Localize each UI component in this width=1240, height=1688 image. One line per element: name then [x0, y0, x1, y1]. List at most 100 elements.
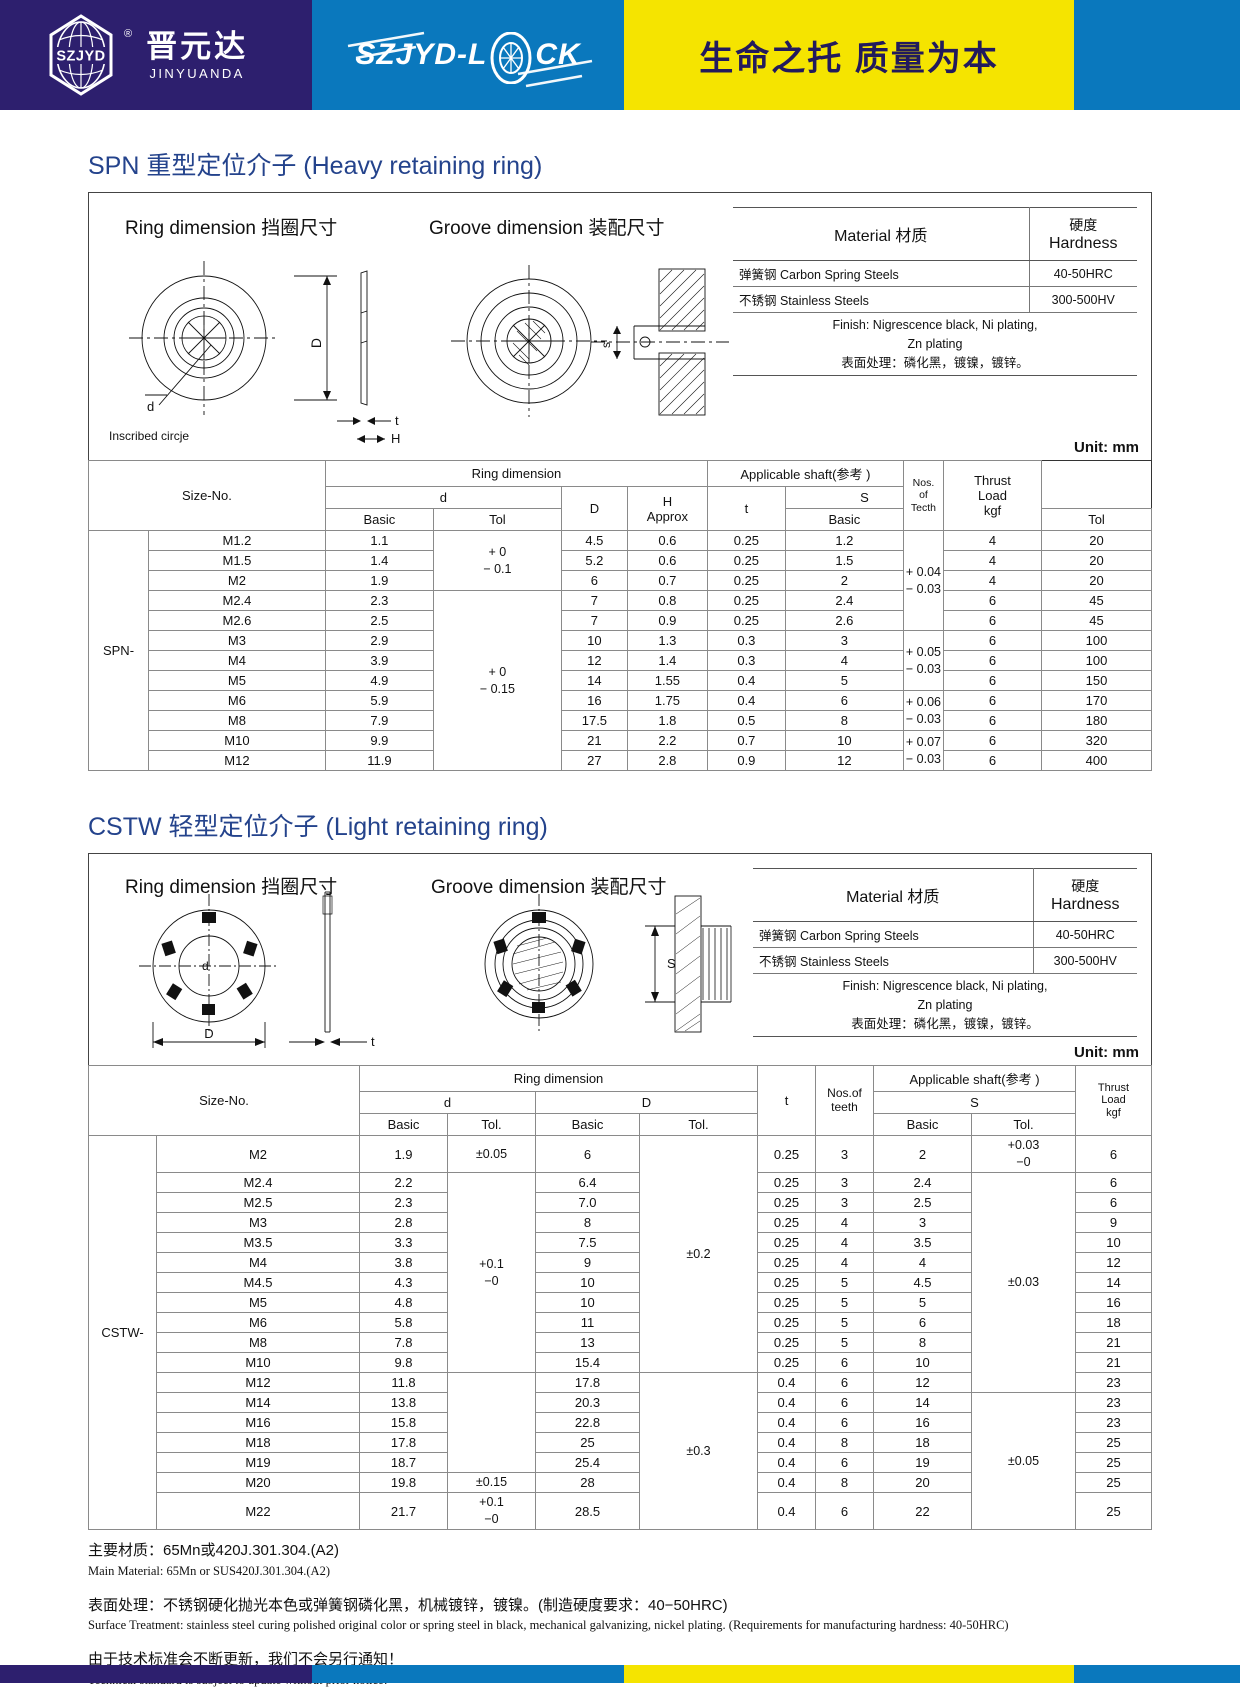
spn-d-basic-cell: 1.9	[324, 570, 434, 591]
spn-d-basic-cell: 7.9	[324, 710, 434, 731]
spn-teeth-cell: 4	[943, 570, 1042, 591]
cstw-D-basic-cell: 17.8	[535, 1372, 640, 1393]
spn-d-basic-cell: 3.9	[324, 650, 434, 671]
spn-teeth-cell: 6	[943, 750, 1042, 771]
cstw-teeth-cell: 6	[815, 1392, 874, 1413]
footer-blue-tail	[1074, 1665, 1240, 1683]
spn-size-cell: M6	[148, 690, 326, 711]
cstw-size-cell: M4.5	[156, 1272, 360, 1293]
spn-H-cell: 0.7	[626, 570, 708, 591]
cstw-d-basic-cell: 3.8	[359, 1252, 448, 1273]
spn-s-basic-cell: 2.6	[784, 610, 904, 631]
cstw-d-basic-cell: 15.8	[359, 1412, 448, 1433]
cstw-size-cell: M2	[156, 1135, 360, 1173]
spn-table-row: M1.5 1.4 5.2 0.6 0.25 1.5 4 20	[89, 550, 1152, 571]
spn-teeth-cell: 4	[943, 530, 1042, 551]
spn-material-row: 弹簧钢 Carbon Spring Steels 40-50HRC	[733, 260, 1137, 287]
spn-d-basic-cell: 1.1	[324, 530, 434, 551]
spn-table-row: M6 5.9 16 1.75 0.4 6 + 0.06− 0.03 6 170	[89, 690, 1152, 731]
cstw-s-basic-cell: 18	[873, 1432, 972, 1453]
spn-t-cell: 0.4	[706, 670, 786, 691]
cstw-D-basic-cell: 22.8	[535, 1412, 640, 1433]
spn-table-row: M3 2.9 10 1.3 0.3 3 + 0.05− 0.03 6 100	[89, 630, 1152, 691]
cstw-th-d-basic: Basic	[359, 1113, 448, 1136]
cstw-thrust-cell: 6	[1075, 1172, 1152, 1193]
cstw-d-tol-cell: +0.1 −0	[447, 1492, 536, 1530]
spn-H-cell: 1.8	[626, 710, 708, 731]
cstw-D-tol-cell: ±0.3	[639, 1372, 758, 1530]
note-material-en: Main Material: 65Mn or SUS420J.301.304.(…	[88, 1563, 330, 1578]
cstw-t-cell: 0.25	[757, 1292, 816, 1313]
spn-teeth-cell: 4	[943, 550, 1042, 571]
spn-s-basic-cell: 8	[784, 710, 904, 731]
spn-teeth-cell: 6	[943, 590, 1042, 611]
cstw-material-name-1: 不锈钢 Stainless Steels	[753, 947, 1033, 974]
cstw-diagram-box: Ring dimension 挡圈尺寸 Groove dimension 装配尺…	[88, 853, 1152, 1065]
cstw-thrust-cell: 25	[1075, 1492, 1152, 1530]
cstw-D-basic-cell: 6	[535, 1135, 640, 1173]
lock-text-right: CK	[535, 38, 581, 71]
cstw-size-cell: M20	[156, 1472, 360, 1493]
cstw-thrust-cell: 10	[1075, 1232, 1152, 1253]
cstw-D-basic-cell: 9	[535, 1252, 640, 1273]
cstw-unit-label: Unit: mm	[1074, 1044, 1139, 1061]
cstw-t-cell: 0.25	[757, 1212, 816, 1233]
cstw-thrust-cell: 23	[1075, 1412, 1152, 1433]
cstw-d-tol-cell	[447, 1372, 536, 1473]
spn-finish-en-2: Zn plating	[907, 336, 963, 351]
spn-th-s-tol: Tol	[1041, 508, 1152, 531]
spn-D-cell: 16	[560, 690, 628, 711]
note-surface-en: Surface Treatment: stainless steel curin…	[88, 1618, 1009, 1632]
cstw-t-cell: 0.25	[757, 1192, 816, 1213]
cstw-D-basic-cell: 10	[535, 1292, 640, 1313]
svg-text:t: t	[395, 413, 399, 428]
spn-material-table: Material 材质 硬度 Hardness 弹簧钢 Carbon Sprin…	[733, 207, 1137, 377]
cstw-hardness-header-en: Hardness	[1051, 896, 1120, 913]
cstw-thrust-cell: 18	[1075, 1312, 1152, 1333]
spn-D-cell: 17.5	[560, 710, 628, 731]
spn-t-cell: 0.3	[706, 650, 786, 671]
cstw-t-cell: 0.25	[757, 1272, 816, 1293]
cstw-groove-dimension-label: Groove dimension 装配尺寸	[431, 877, 667, 898]
cstw-D-basic-cell: 13	[535, 1332, 640, 1353]
spn-th-thrust-load: Thrust Load kgf	[943, 460, 1042, 531]
cstw-th-D-tol: Tol.	[639, 1113, 758, 1136]
cstw-teeth-cell: 5	[815, 1312, 874, 1333]
spn-D-cell: 14	[560, 670, 628, 691]
spn-th-d-basic: Basic	[324, 508, 434, 531]
spn-s-tol-cell: + 0.07− 0.03	[902, 730, 945, 771]
cstw-t-cell: 0.4	[757, 1412, 816, 1433]
cstw-section-title: CSTW 轻型定位介子 (Light retaining ring)	[88, 813, 548, 841]
spn-material-header: Material 材质	[733, 207, 1029, 261]
cstw-s-basic-cell: 8	[873, 1332, 972, 1353]
cstw-th-thrust-load: Thrust Load kgf	[1075, 1065, 1152, 1136]
cstw-material-header: Material 材质	[753, 868, 1033, 922]
cstw-s-basic-cell: 3	[873, 1212, 972, 1233]
spn-th-D: D	[560, 486, 628, 531]
footer-blue	[312, 1665, 624, 1683]
cstw-table-row: M20 19.8 ±0.15 28 0.4 8 20 25	[89, 1472, 1152, 1493]
cstw-s-basic-cell: 5	[873, 1292, 972, 1313]
spn-thrust-cell: 20	[1041, 550, 1152, 571]
spn-t-cell: 0.3	[706, 630, 786, 651]
cstw-t-cell: 0.4	[757, 1392, 816, 1413]
spn-inscribed-circle-label: Inscribed circje	[109, 429, 190, 443]
spn-t-cell: 0.7	[706, 730, 786, 751]
spn-H-cell: 0.6	[626, 550, 708, 571]
spn-t-cell: 0.25	[706, 550, 786, 571]
cstw-s-basic-cell: 19	[873, 1452, 972, 1473]
cstw-thrust-cell: 25	[1075, 1472, 1152, 1493]
cstw-t-cell: 0.25	[757, 1172, 816, 1193]
cstw-size-cell: M16	[156, 1412, 360, 1433]
spn-t-cell: 0.5	[706, 710, 786, 731]
cstw-material-name-0: 弹簧钢 Carbon Spring Steels	[753, 921, 1033, 948]
cstw-d-basic-cell: 17.8	[359, 1432, 448, 1453]
cstw-D-basic-cell: 10	[535, 1272, 640, 1293]
cstw-thrust-cell: 16	[1075, 1292, 1152, 1313]
cstw-s-basic-cell: 10	[873, 1352, 972, 1373]
cstw-table-body: CSTW- M2 1.9 ±0.05 6 ±0.2 0.25 3 2 +0.03 −0 6 M2.4 2.…	[88, 1135, 1152, 1530]
cstw-d-basic-cell: 2.8	[359, 1212, 448, 1233]
cstw-d-basic-cell: 11.8	[359, 1372, 448, 1393]
spn-thrust-cell: 150	[1041, 670, 1152, 691]
spn-size-cell: M8	[148, 710, 326, 731]
